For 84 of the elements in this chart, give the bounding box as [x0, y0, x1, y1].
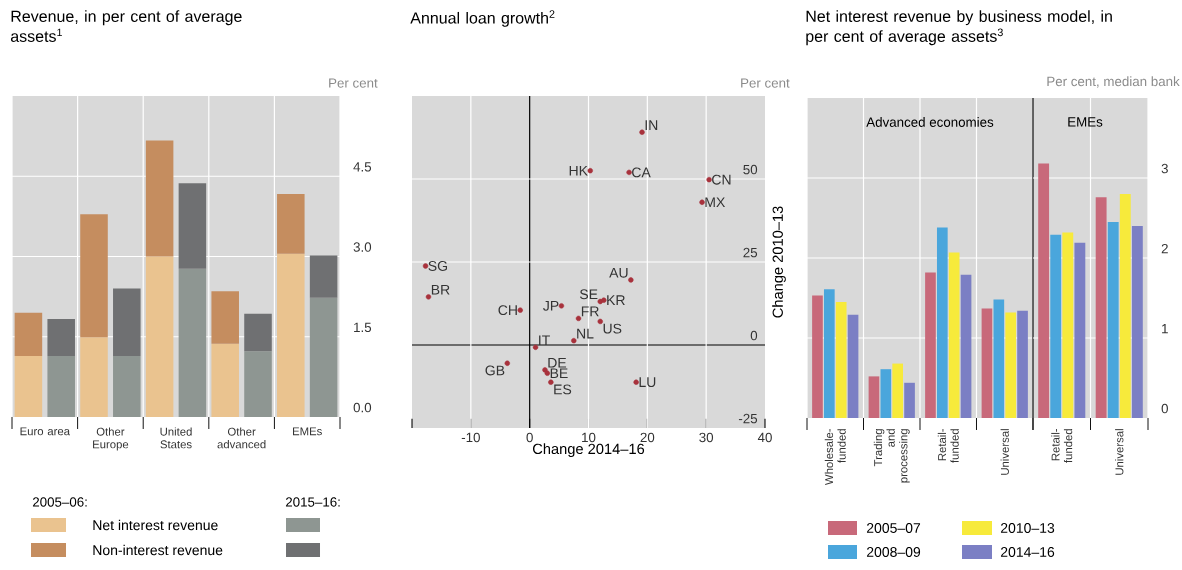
annotation: DE — [548, 358, 567, 368]
annotation: HK — [569, 165, 588, 176]
y-tick-label: 3 — [1161, 163, 1168, 174]
bar — [868, 376, 880, 418]
annotation: SG — [428, 261, 447, 271]
annotation: CH — [498, 305, 517, 316]
y-tick-label: 0 — [1161, 403, 1168, 414]
y-tick-label: 1 — [1162, 324, 1168, 334]
x-tick-label: Trading and processing — [873, 429, 910, 483]
y-tick-label: 4.5 — [353, 162, 372, 172]
x-tick-label: Euro area — [20, 427, 70, 436]
bar — [936, 227, 948, 418]
bar — [993, 299, 1005, 418]
annotation: NL — [577, 328, 594, 339]
annotation: AU — [609, 267, 628, 278]
x-tick-label: Universal — [1000, 429, 1009, 475]
annotation: ES — [554, 384, 572, 395]
bar — [925, 272, 936, 418]
annotation: IN — [645, 120, 658, 130]
x-tick-label: 10 — [582, 432, 596, 443]
annotation: FR — [581, 306, 599, 317]
x-tick-label: Retail-funded — [937, 428, 959, 463]
bar — [1005, 312, 1017, 418]
x-tick-label: 30 — [699, 432, 714, 443]
x-tick-label: -10 — [461, 432, 480, 443]
chart-title: Revenue, in per cent of average assets$^{1}$ — [10, 10, 242, 42]
x-tick-label: Other advanced — [217, 427, 266, 449]
bar — [981, 308, 993, 418]
y-tick-label: 25 — [743, 247, 758, 258]
chart-title: Annual loan growth$^{2}$ — [410, 10, 555, 27]
bar — [812, 295, 823, 418]
x-tick-label: Other Europe — [93, 427, 129, 451]
bar — [892, 363, 904, 418]
x-tick-label: EMEs — [293, 427, 322, 436]
bar — [948, 252, 960, 418]
y-axis-title: Change 2010–13 — [772, 206, 786, 318]
annotation: SE — [579, 289, 598, 300]
chart-subtitle: Per cent, median bank — [1047, 76, 1180, 88]
x-tick-label: 40 — [757, 432, 772, 443]
annotation: JP — [543, 300, 559, 311]
bar — [823, 289, 835, 418]
annotation: BR — [431, 284, 450, 295]
annotation: KR — [607, 295, 625, 305]
annotation: GB — [485, 365, 505, 376]
annotation: CA — [632, 167, 651, 178]
x-tick-label: Wholesale-funded — [824, 428, 846, 486]
chart-title: Net interest revenue by business model, in per cent of average assets$^{3}$ — [806, 10, 1112, 46]
annotation: CN — [712, 174, 731, 185]
annotation: IT — [539, 335, 550, 346]
bar — [1017, 310, 1028, 418]
bar — [960, 274, 972, 418]
y-tick-label: 3.0 — [353, 242, 372, 252]
annotation: US — [603, 323, 622, 334]
y-tick-label: -25 — [738, 413, 758, 424]
bar — [880, 369, 892, 418]
x-tick-label: Universal — [1115, 429, 1124, 475]
legend-label: 2014–16 — [1000, 547, 1055, 557]
y-tick-label: 50 — [743, 164, 758, 175]
y-tick-label: 0 — [750, 330, 758, 341]
text: 2015–16: — [285, 497, 340, 507]
y-tick-label: 0.0 — [353, 402, 372, 413]
text: 2005–06: — [32, 497, 87, 507]
legend-label: Net interest revenue — [93, 519, 218, 531]
y-tick-label: 2 — [1161, 243, 1168, 254]
annotation: BE — [550, 368, 568, 379]
legend-label: 2010–13 — [1000, 523, 1055, 533]
annotation: EMEs — [1068, 117, 1103, 127]
annotation: MX — [705, 197, 726, 208]
chart-subtitle: Per cent — [741, 78, 790, 88]
bar — [904, 382, 915, 418]
annotation: LU — [639, 377, 656, 388]
y-tick-label: 1.5 — [354, 322, 372, 333]
chart-subtitle: Per cent — [329, 78, 378, 88]
legend-label: Non-interest revenue — [93, 544, 223, 556]
annotation: Advanced economies — [866, 117, 994, 127]
x-tick-label: 20 — [640, 432, 655, 443]
x-axis-title: Change 2014–16 — [532, 443, 645, 457]
x-tick-label: United States — [160, 427, 192, 449]
x-tick-label: Retail-funded — [1051, 428, 1073, 463]
bar — [835, 301, 847, 418]
bar — [847, 314, 859, 418]
legend-label: 2008–09 — [866, 547, 921, 557]
legend-label: 2005–07 — [866, 523, 921, 533]
x-tick-label: 0 — [526, 432, 533, 443]
